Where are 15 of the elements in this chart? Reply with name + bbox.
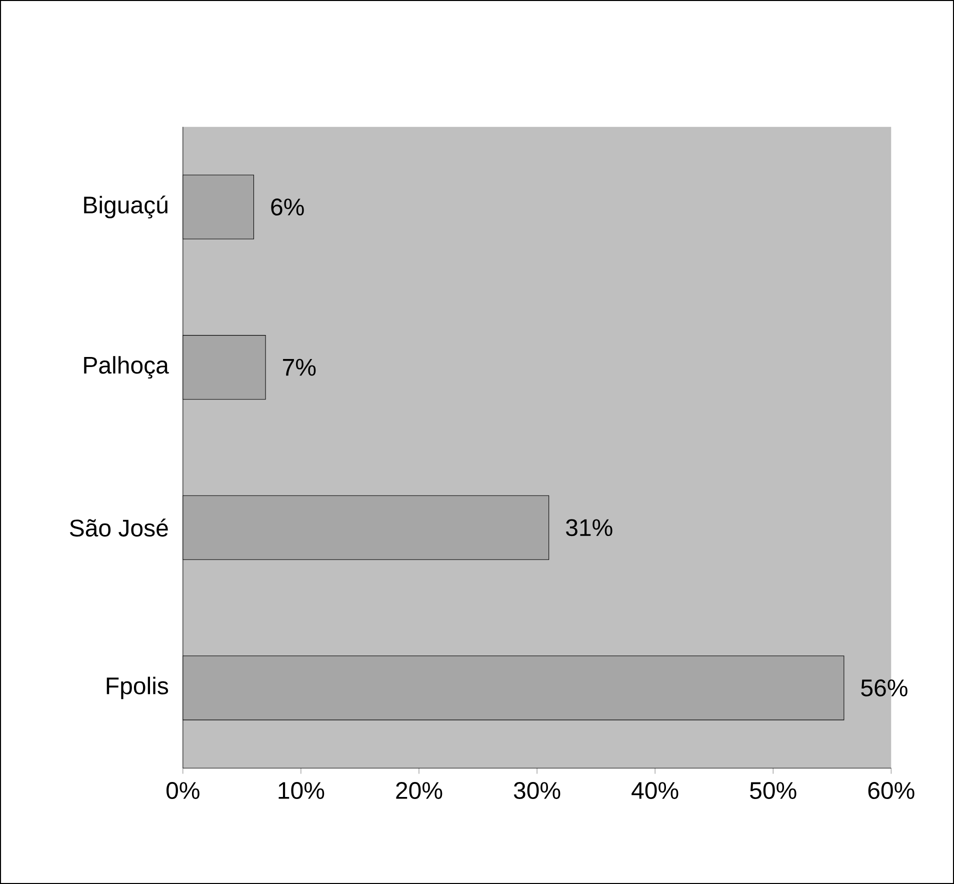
data-label: 56% [861, 679, 908, 696]
y-tick-label: Biguaçú [84, 196, 168, 218]
x-tick-label: 10% [278, 782, 324, 800]
x-tick-label: 60% [868, 782, 914, 800]
y-tick-label: Palhoça [84, 356, 169, 379]
x-tick-label: 30% [514, 782, 560, 800]
x-tick-label: 40% [632, 782, 678, 800]
x-tick-label: 0% [166, 782, 200, 800]
y-tick-label: Fpolis [106, 676, 168, 700]
data-label: 7% [283, 358, 316, 376]
data-label: 6% [271, 198, 304, 216]
x-tick-label: 20% [396, 782, 442, 800]
data-label: 31% [566, 519, 612, 536]
x-tick-label: 50% [750, 782, 796, 800]
y-tick-label: São José [70, 518, 168, 537]
